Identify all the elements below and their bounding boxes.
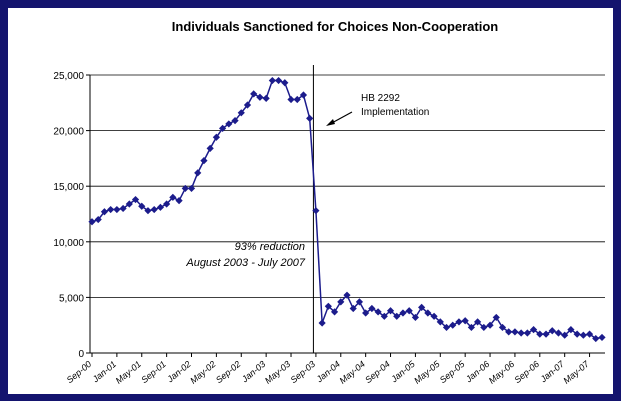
marker — [293, 95, 301, 104]
marker — [430, 312, 438, 320]
marker — [312, 207, 320, 215]
marker — [362, 309, 370, 317]
marker — [449, 321, 457, 329]
marker — [231, 116, 239, 125]
marker — [94, 215, 102, 224]
marker — [343, 291, 351, 299]
marker — [287, 95, 295, 104]
marker — [100, 208, 109, 216]
y-tick-label: 0 — [78, 349, 84, 360]
marker — [206, 144, 214, 152]
marker — [225, 120, 233, 128]
marker — [461, 317, 469, 325]
marker — [262, 94, 270, 102]
chart-area — [8, 8, 613, 394]
marker — [337, 298, 345, 306]
marker — [455, 318, 463, 326]
arrow-head — [326, 119, 335, 126]
marker — [436, 318, 444, 326]
marker — [194, 169, 202, 177]
marker — [125, 200, 133, 208]
marker — [349, 304, 357, 313]
marker — [144, 207, 152, 215]
marker — [324, 302, 332, 310]
marker — [442, 323, 451, 332]
y-tick-label: 5,000 — [59, 293, 84, 304]
marker — [536, 330, 544, 338]
marker — [418, 303, 426, 312]
marker — [318, 319, 326, 327]
marker — [281, 79, 289, 87]
marker — [598, 333, 606, 342]
marker — [175, 197, 183, 205]
marker — [119, 204, 127, 213]
annotation: Implementation — [361, 107, 429, 118]
y-tick-label: 25,000 — [53, 71, 84, 82]
marker — [200, 157, 208, 165]
marker — [405, 307, 413, 315]
marker — [548, 327, 556, 335]
marker — [212, 133, 220, 141]
marker — [243, 101, 252, 109]
marker — [181, 184, 189, 193]
marker — [355, 298, 364, 306]
marker — [511, 328, 519, 336]
marker — [268, 76, 276, 85]
marker — [138, 202, 146, 210]
marker — [467, 323, 475, 332]
marker — [380, 312, 388, 320]
marker — [561, 331, 569, 339]
marker — [237, 109, 245, 117]
marker — [399, 309, 407, 317]
marker — [529, 326, 538, 334]
marker — [306, 114, 314, 122]
marker — [579, 331, 587, 339]
marker — [368, 304, 376, 313]
marker — [505, 328, 513, 336]
marker — [274, 76, 283, 85]
marker — [542, 330, 550, 338]
marker — [374, 308, 382, 316]
marker — [156, 203, 165, 211]
marker — [554, 329, 563, 337]
marker — [187, 184, 196, 193]
y-tick-label: 15,000 — [53, 182, 84, 193]
marker — [480, 323, 488, 332]
marker — [498, 323, 507, 332]
marker — [517, 329, 525, 337]
marker — [573, 330, 581, 338]
marker — [299, 91, 308, 99]
y-tick-label: 20,000 — [53, 127, 84, 138]
marker — [219, 124, 227, 132]
marker — [424, 309, 432, 317]
marker — [585, 330, 594, 338]
y-tick-label: 10,000 — [53, 238, 84, 249]
marker — [107, 205, 115, 214]
chart-title: Individuals Sanctioned for Choices Non-C… — [172, 19, 499, 34]
marker — [486, 321, 494, 329]
marker — [523, 329, 531, 337]
marker — [150, 205, 158, 214]
annotation: August 2003 - July 2007 — [185, 257, 306, 269]
annotation: HB 2292 — [361, 93, 400, 104]
annotation: 93% reduction — [235, 241, 305, 253]
marker — [474, 318, 482, 326]
marker — [163, 200, 171, 208]
marker — [256, 93, 264, 101]
marker — [131, 195, 140, 204]
marker — [386, 307, 395, 315]
marker — [113, 205, 121, 214]
marker — [250, 90, 258, 98]
marker — [88, 218, 96, 226]
marker — [567, 326, 575, 334]
marker — [492, 313, 500, 322]
marker — [411, 313, 420, 322]
marker — [330, 308, 339, 316]
marker — [393, 312, 401, 320]
marker — [169, 193, 177, 201]
marker — [592, 334, 600, 343]
